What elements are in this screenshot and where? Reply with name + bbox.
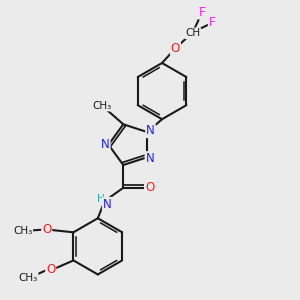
Text: N: N (103, 198, 112, 211)
Text: O: O (145, 181, 154, 194)
Text: CH₃: CH₃ (92, 100, 112, 110)
Text: O: O (42, 223, 51, 236)
Text: CH: CH (185, 28, 200, 38)
Text: F: F (199, 6, 206, 19)
Text: H: H (97, 194, 104, 204)
Text: N: N (101, 138, 110, 151)
Text: F: F (209, 16, 215, 29)
Text: CH₃: CH₃ (18, 273, 38, 283)
Text: O: O (46, 263, 55, 276)
Text: O: O (171, 42, 180, 55)
Text: N: N (146, 124, 155, 137)
Text: CH₃: CH₃ (13, 226, 32, 236)
Text: N: N (146, 152, 154, 165)
